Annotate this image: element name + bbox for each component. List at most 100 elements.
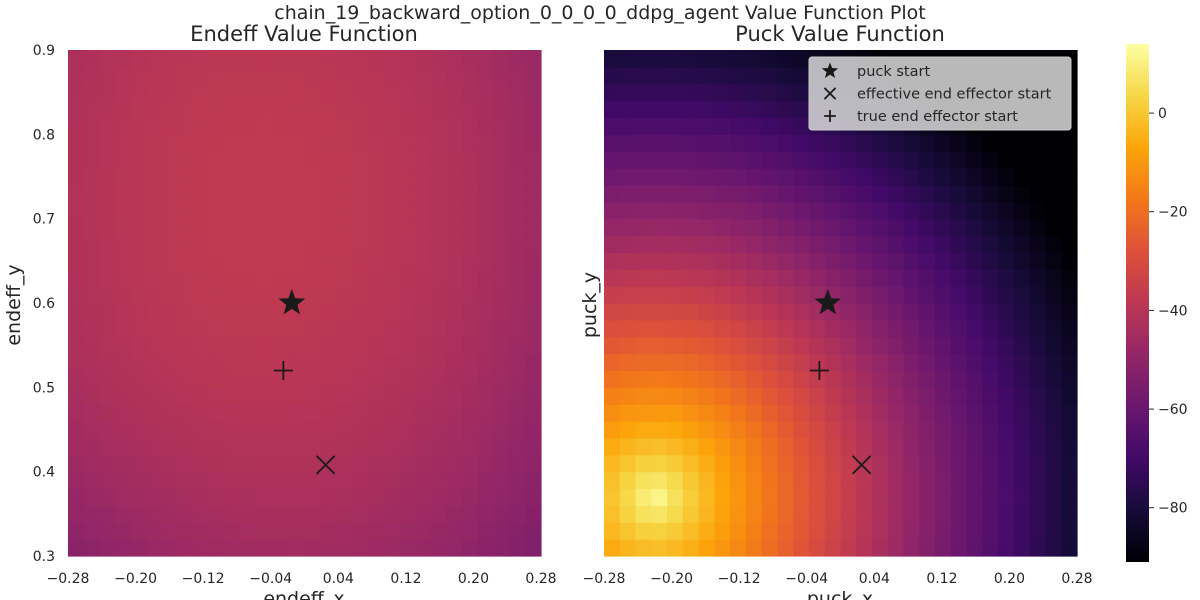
- heatmap-cell: [714, 488, 731, 506]
- heatmap-cell: [209, 201, 227, 220]
- heatmap-cell: [83, 353, 101, 372]
- heatmap-cell: [950, 252, 968, 270]
- heatmap-cell: [777, 168, 794, 186]
- heatmap-cell: [241, 50, 258, 68]
- heatmap-cell: [320, 184, 337, 203]
- heatmap-cell: [194, 319, 211, 338]
- heatmap-cell: [1013, 404, 1031, 422]
- heatmap-cell: [209, 151, 227, 169]
- heatmap-cell: [1013, 336, 1031, 355]
- heatmap-cell: [730, 370, 747, 388]
- heatmap-cell: [399, 336, 416, 355]
- heatmap-cell: [336, 252, 353, 270]
- heatmap-cell: [635, 505, 652, 523]
- heatmap-cell: [304, 505, 321, 523]
- heatmap-cell: [1029, 201, 1047, 220]
- heatmap-cell: [68, 370, 85, 388]
- heatmap-cell: [619, 404, 637, 422]
- heatmap-cell: [414, 404, 432, 422]
- heatmap-cell: [919, 370, 936, 388]
- heatmap-cell: [68, 437, 85, 456]
- heatmap-cell: [1013, 488, 1031, 506]
- heatmap-cell: [919, 235, 936, 253]
- heatmap-cell: [840, 437, 857, 456]
- heatmap-cell: [162, 387, 179, 405]
- heatmap-cell: [178, 505, 195, 523]
- heatmap-cell: [651, 235, 668, 253]
- heatmap-cell: [83, 66, 101, 85]
- heatmap-cell: [367, 235, 384, 253]
- heatmap-cell: [982, 454, 999, 473]
- heatmap-cell: [793, 252, 810, 270]
- heatmap-cell: [351, 66, 369, 85]
- heatmap-cell: [887, 336, 905, 355]
- x-tick-label: 0.12: [390, 571, 421, 587]
- heatmap-cell: [131, 286, 148, 304]
- heatmap-cell: [99, 252, 116, 270]
- heatmap-cell: [462, 235, 479, 253]
- heatmap-cell: [257, 252, 274, 270]
- heatmap-cell: [209, 505, 227, 523]
- heatmap-cell: [840, 421, 857, 439]
- heatmap-cell: [209, 488, 227, 506]
- heatmap-cell: [682, 269, 700, 287]
- heatmap-cell: [178, 319, 195, 338]
- heatmap-cell: [462, 100, 479, 119]
- x-tick-label: −0.04: [785, 571, 828, 587]
- true-end-effector-plus-icon: [809, 360, 829, 380]
- heatmap-cell: [856, 134, 873, 152]
- heatmap-cell: [131, 454, 148, 473]
- endeff-y-ticks: 0.30.40.50.60.70.80.9: [33, 43, 55, 565]
- heatmap-cell: [1045, 201, 1062, 220]
- heatmap-cell: [714, 370, 731, 388]
- heatmap-cell: [777, 134, 794, 152]
- heatmap-cell: [840, 488, 857, 506]
- heatmap-cell: [840, 370, 857, 388]
- heatmap-cell: [604, 437, 621, 456]
- heatmap-cell: [146, 404, 164, 422]
- heatmap-cell: [194, 505, 211, 523]
- colorbar-tick-label: −40: [1158, 303, 1188, 319]
- heatmap-cell: [288, 471, 306, 490]
- heatmap-cell: [667, 184, 684, 203]
- heatmap-cell: [320, 134, 337, 152]
- heatmap-cell: [1045, 370, 1062, 388]
- heatmap-cell: [68, 117, 85, 135]
- heatmap-cell: [840, 471, 857, 490]
- heatmap-cell: [730, 522, 747, 540]
- heatmap-cell: [99, 303, 116, 321]
- heatmap-cell: [367, 319, 384, 338]
- heatmap-cell: [730, 303, 747, 321]
- heatmap-cell: [304, 134, 321, 152]
- heatmap-cell: [919, 471, 936, 490]
- y-tick-label: 0.7: [33, 212, 55, 228]
- heatmap-cell: [351, 269, 369, 287]
- heatmap-cell: [131, 201, 148, 220]
- heatmap-cell: [777, 201, 794, 220]
- heatmap-cell: [966, 454, 983, 473]
- heatmap-cell: [604, 66, 621, 85]
- heatmap-cell: [351, 100, 369, 119]
- heatmap-cell: [1061, 201, 1078, 220]
- heatmap-cell: [194, 83, 211, 102]
- heatmap-cell: [399, 134, 416, 152]
- heatmap-cell: [667, 218, 684, 237]
- heatmap-cell: [745, 235, 763, 253]
- heatmap-cell: [619, 303, 637, 321]
- heatmap-cell: [1045, 252, 1062, 270]
- heatmap-cell: [525, 471, 542, 490]
- heatmap-cell: [777, 269, 794, 287]
- heatmap-cell: [714, 404, 731, 422]
- heatmap-cell: [162, 454, 179, 473]
- heatmap-cell: [430, 66, 447, 85]
- heatmap-cell: [761, 117, 779, 135]
- heatmap-cell: [793, 100, 810, 119]
- heatmap-cell: [525, 404, 542, 422]
- heatmap-cell: [209, 66, 227, 85]
- heatmap-cell: [241, 303, 258, 321]
- heatmap-cell: [99, 66, 116, 85]
- heatmap-cell: [383, 539, 400, 557]
- heatmap-cell: [509, 184, 526, 203]
- heatmap-cell: [99, 134, 116, 152]
- heatmap-cell: [320, 522, 337, 540]
